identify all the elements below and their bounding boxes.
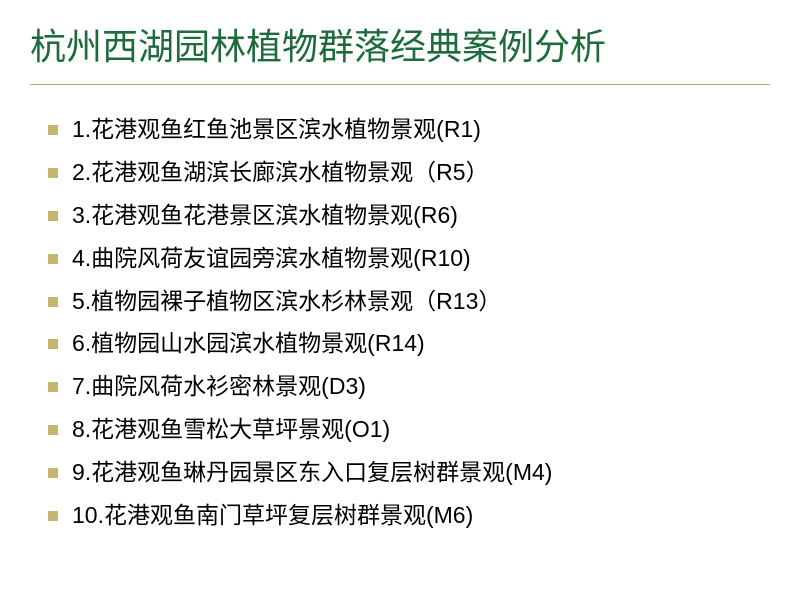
list-item: 6.植物园山水园滨水植物景观(R14) [48,329,770,359]
item-text: 2.花港观鱼湖滨长廊滨水植物景观（R5） [72,158,489,188]
bullet-list: 1.花港观鱼红鱼池景区滨水植物景观(R1) 2.花港观鱼湖滨长廊滨水植物景观（R… [30,115,770,531]
item-text: 5.植物园裸子植物区滨水杉林景观（R13） [72,287,501,317]
item-text: 7.曲院风荷水衫密林景观(D3) [72,372,366,402]
list-item: 3.花港观鱼花港景区滨水植物景观(R6) [48,201,770,231]
list-item: 4.曲院风荷友谊园旁滨水植物景观(R10) [48,244,770,274]
bullet-icon [48,382,58,392]
list-item: 10.花港观鱼南门草坪复层树群景观(M6) [48,501,770,531]
bullet-icon [48,168,58,178]
bullet-icon [48,339,58,349]
list-item: 7.曲院风荷水衫密林景观(D3) [48,372,770,402]
bullet-icon [48,297,58,307]
list-item: 5.植物园裸子植物区滨水杉林景观（R13） [48,287,770,317]
item-text: 10.花港观鱼南门草坪复层树群景观(M6) [72,501,473,531]
slide-container: 杭州西湖园林植物群落经典案例分析 1.花港观鱼红鱼池景区滨水植物景观(R1) 2… [0,0,800,600]
list-item: 8.花港观鱼雪松大草坪景观(O1) [48,415,770,445]
list-item: 2.花港观鱼湖滨长廊滨水植物景观（R5） [48,158,770,188]
bullet-icon [48,425,58,435]
item-text: 3.花港观鱼花港景区滨水植物景观(R6) [72,201,458,231]
item-text: 4.曲院风荷友谊园旁滨水植物景观(R10) [72,244,471,274]
item-text: 6.植物园山水园滨水植物景观(R14) [72,329,425,359]
item-text: 8.花港观鱼雪松大草坪景观(O1) [72,415,390,445]
bullet-icon [48,254,58,264]
list-item: 9.花港观鱼琳丹园景区东入口复层树群景观(M4) [48,458,770,488]
item-text: 1.花港观鱼红鱼池景区滨水植物景观(R1) [72,115,481,145]
slide-title: 杭州西湖园林植物群落经典案例分析 [30,18,770,85]
item-text: 9.花港观鱼琳丹园景区东入口复层树群景观(M4) [72,458,552,488]
bullet-icon [48,468,58,478]
bullet-icon [48,125,58,135]
bullet-icon [48,511,58,521]
list-item: 1.花港观鱼红鱼池景区滨水植物景观(R1) [48,115,770,145]
bullet-icon [48,211,58,221]
